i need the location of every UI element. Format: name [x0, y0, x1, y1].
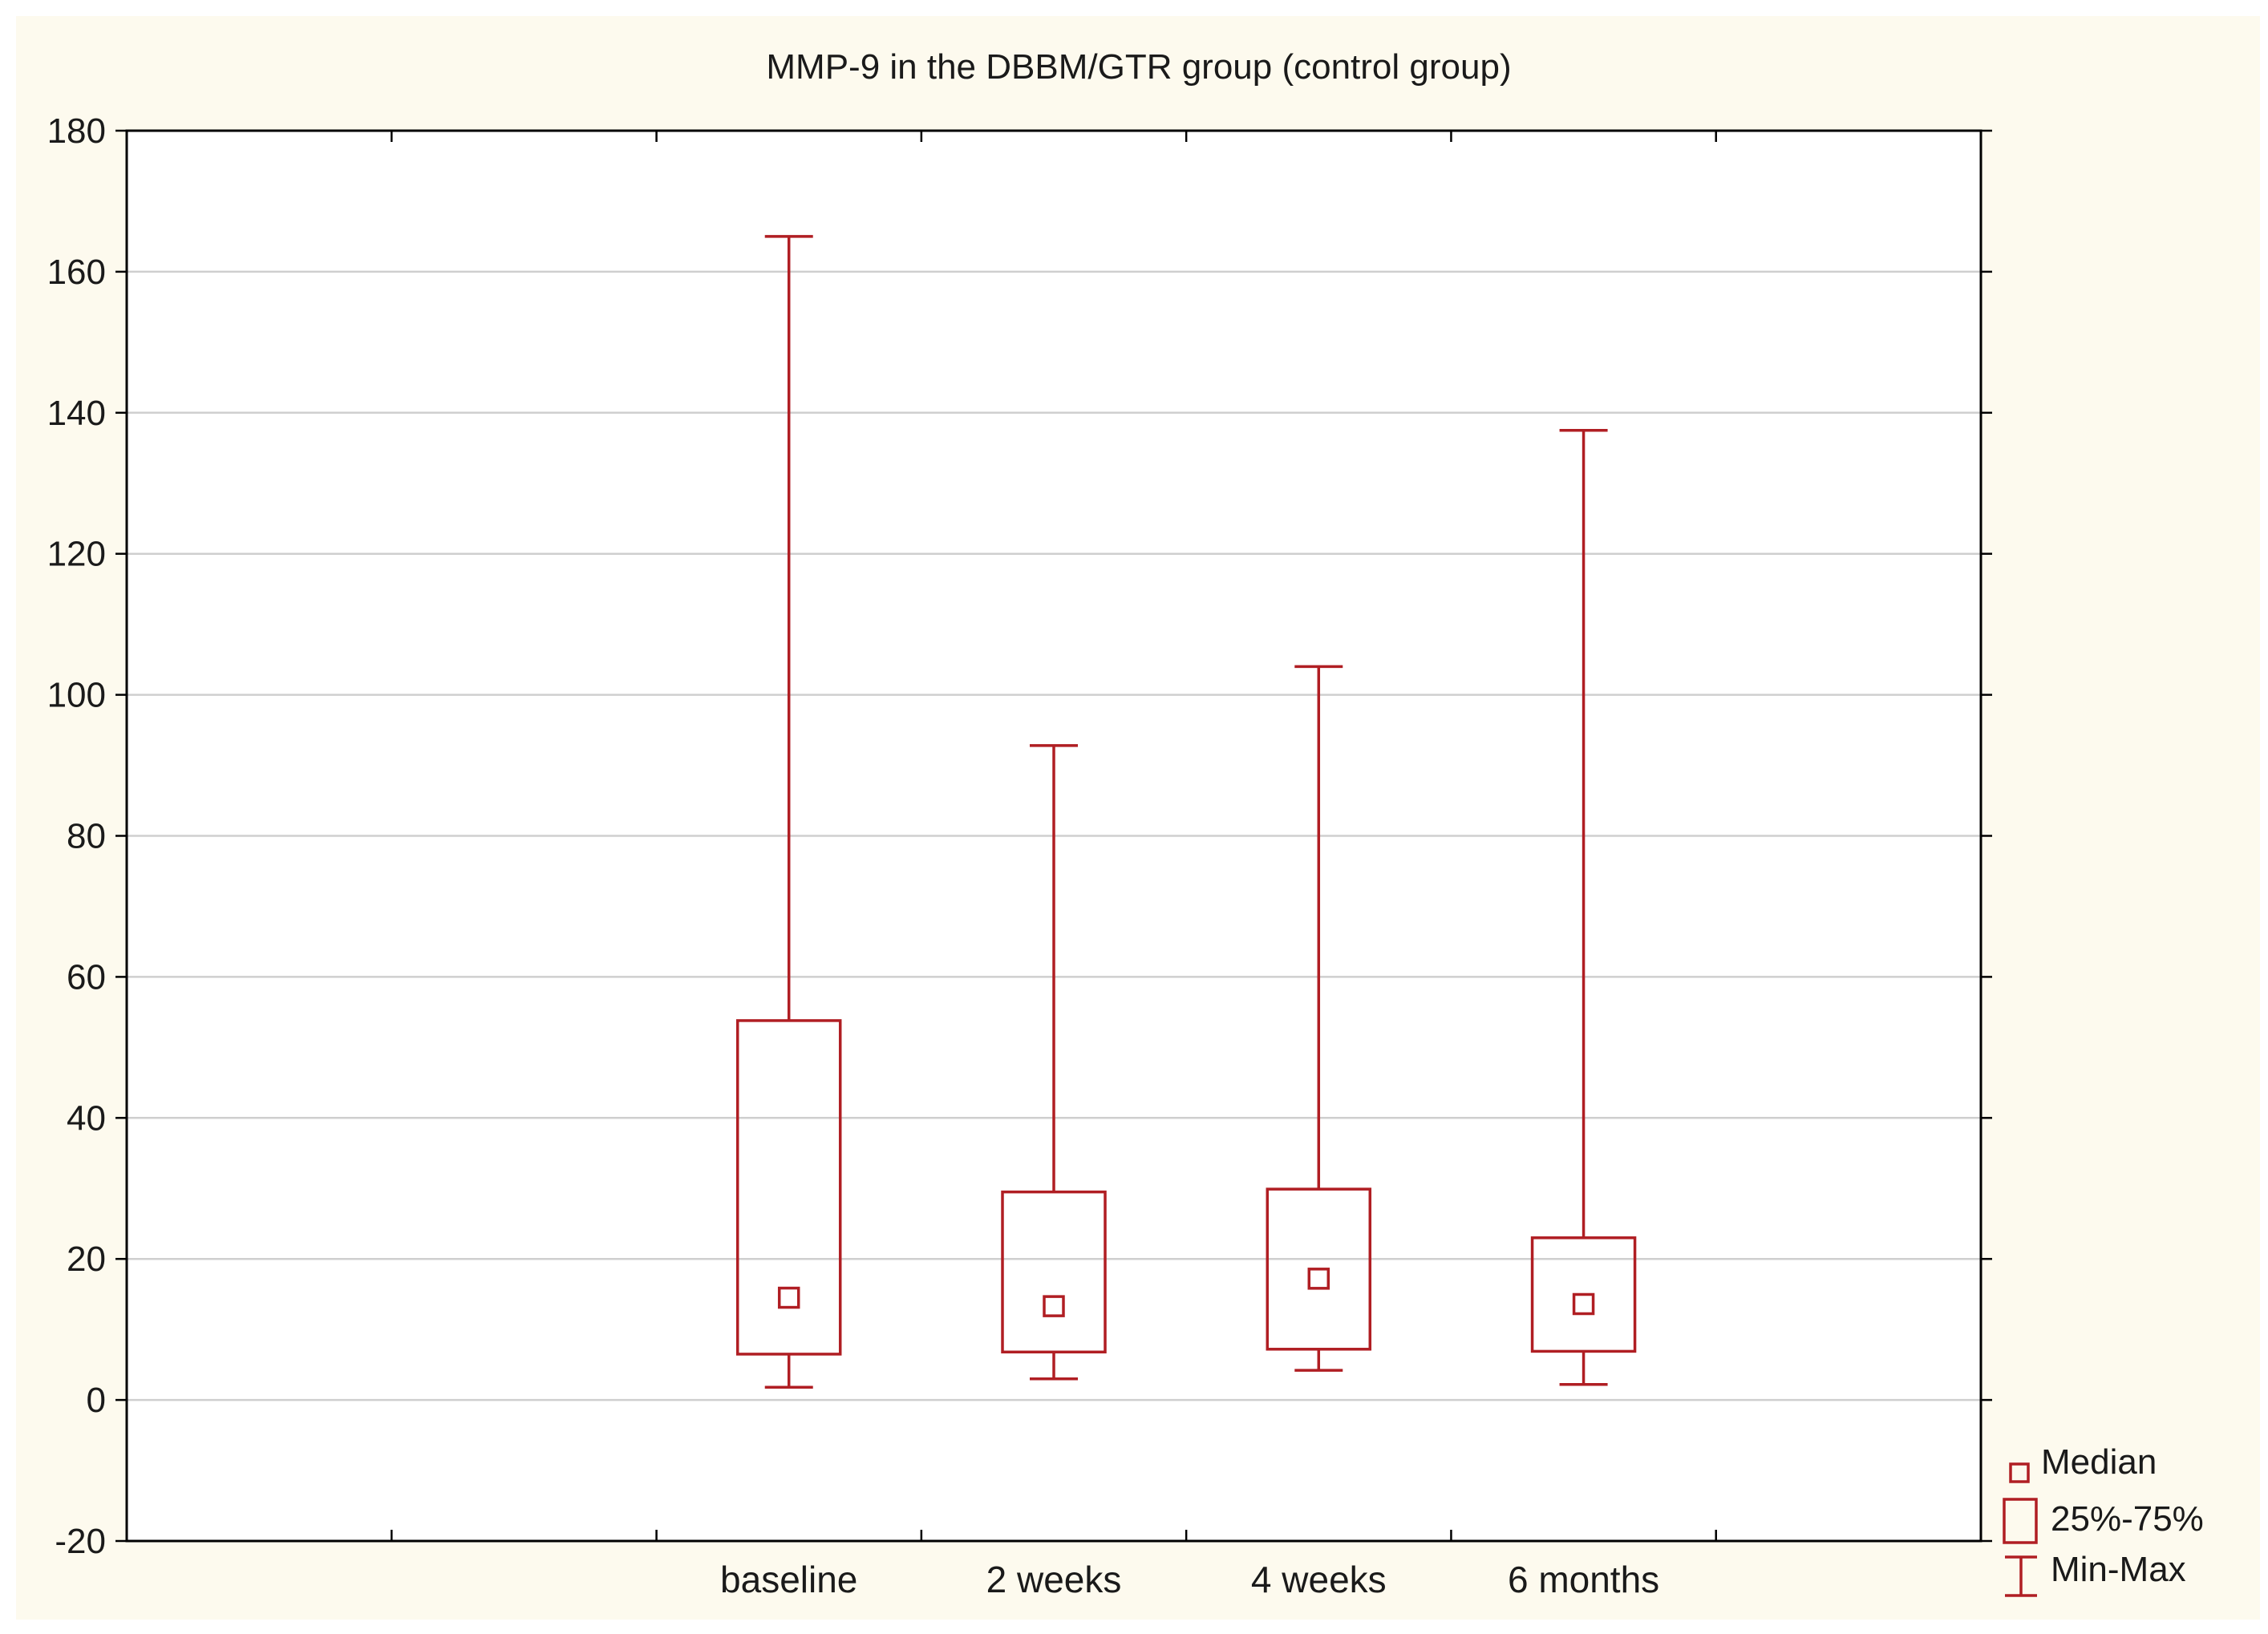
x-tick-label: 4 weeks — [1251, 1559, 1387, 1600]
y-tick-label: 80 — [67, 817, 106, 856]
box-4-weeks — [1266, 665, 1372, 1372]
y-tick-label: 20 — [67, 1240, 106, 1279]
y-tick-label: 40 — [67, 1098, 106, 1138]
median-marker — [1043, 1295, 1065, 1317]
plot-frame — [125, 129, 1982, 1543]
plot-area: -20 0 20 40 60 80 100 120 140 160 180 baseline 2 wee… — [47, 111, 1992, 1600]
legend-item-median: Median — [2009, 1442, 2157, 1483]
iqr-box — [1266, 1187, 1372, 1351]
box-6-months — [1530, 429, 1637, 1386]
x-tick-label: 2 weeks — [986, 1559, 1122, 1600]
chart-title: MMP-9 in the DBBM/GTR group (control gro… — [766, 47, 1511, 87]
median-marker — [1572, 1292, 1595, 1316]
median-marker — [1307, 1268, 1330, 1290]
y-tick-label: -20 — [55, 1522, 106, 1561]
x-tick-label: 6 months — [1508, 1559, 1659, 1600]
box-2-weeks — [1001, 744, 1107, 1381]
box-baseline — [735, 235, 842, 1389]
y-tick-label: 60 — [67, 957, 106, 997]
legend-label-median: Median — [2041, 1442, 2157, 1482]
legend: Median 25%-75% Min-Max — [2003, 1442, 2204, 1597]
y-tick-label: 100 — [47, 676, 106, 715]
y-tick-label: 120 — [47, 535, 106, 574]
median-legend-icon — [2009, 1462, 2030, 1483]
y-tick-label: 160 — [47, 253, 106, 292]
y-tick-label: 0 — [87, 1381, 106, 1420]
iqr-box — [735, 1019, 842, 1356]
legend-label-minmax: Min-Max — [2051, 1550, 2186, 1589]
legend-item-iqr: 25%-75% — [2003, 1498, 2204, 1544]
box-legend-icon — [2003, 1498, 2038, 1544]
iqr-box — [1001, 1190, 1107, 1354]
y-tick-label: 180 — [47, 111, 106, 151]
iqr-box — [1530, 1236, 1637, 1353]
y-tick-label: 140 — [47, 394, 106, 433]
median-marker — [777, 1286, 800, 1309]
legend-item-minmax: Min-Max — [2005, 1550, 2186, 1597]
x-tick-label: baseline — [720, 1559, 857, 1600]
legend-label-iqr: 25%-75% — [2051, 1499, 2204, 1539]
